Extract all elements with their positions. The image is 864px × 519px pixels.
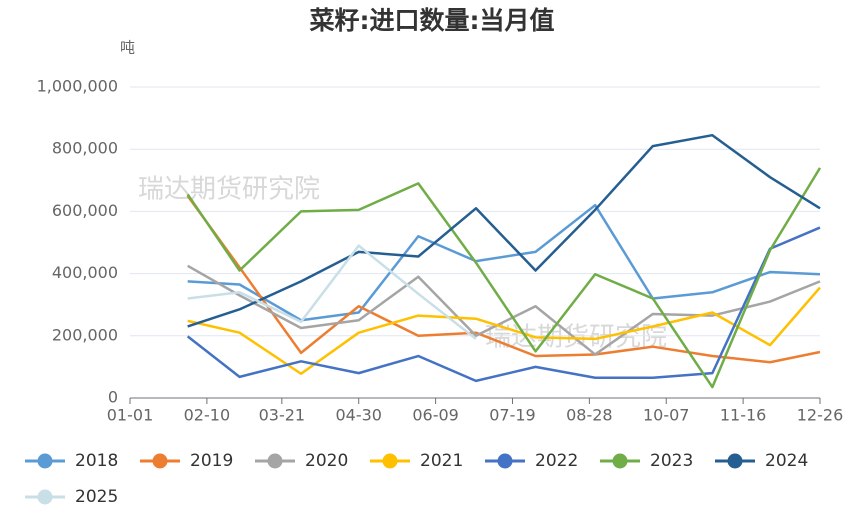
legend-marker bbox=[497, 453, 513, 469]
y-tick-label: 600,000 bbox=[52, 201, 118, 220]
x-tick-label: 01-01 bbox=[107, 406, 154, 425]
x-tick-label: 06-09 bbox=[412, 406, 459, 425]
x-tick-label: 12-26 bbox=[797, 406, 844, 425]
series-line bbox=[186, 195, 821, 364]
y-tick-label: 800,000 bbox=[52, 139, 118, 158]
legend-marker bbox=[37, 489, 53, 505]
legend-label: 2025 bbox=[75, 487, 118, 507]
y-tick-label: 400,000 bbox=[52, 263, 118, 282]
legend-label: 2024 bbox=[765, 451, 808, 471]
x-tick-label: 11-16 bbox=[720, 406, 767, 425]
legend-marker bbox=[37, 453, 53, 469]
series-line bbox=[187, 264, 821, 356]
series-line bbox=[187, 286, 821, 375]
y-unit: 吨 bbox=[120, 39, 135, 57]
x-tick-label: 08-28 bbox=[566, 406, 613, 425]
legend-marker bbox=[727, 453, 743, 469]
legend-label: 2018 bbox=[75, 451, 118, 471]
legend-marker bbox=[382, 453, 398, 469]
y-tick-label: 0 bbox=[108, 388, 118, 407]
legend-label: 2021 bbox=[420, 451, 463, 471]
chart-title: 菜籽:进口数量:当月值 bbox=[309, 6, 555, 35]
x-tick-label: 04-30 bbox=[335, 406, 382, 425]
legend-marker bbox=[152, 453, 168, 469]
y-tick-label: 200,000 bbox=[52, 325, 118, 344]
series-line bbox=[186, 167, 822, 389]
series-line bbox=[187, 244, 477, 340]
legend-label: 2020 bbox=[305, 451, 348, 471]
y-tick-label: 1,000,000 bbox=[37, 77, 118, 96]
x-tick-label: 02-10 bbox=[184, 406, 231, 425]
legend-marker bbox=[267, 453, 283, 469]
legend-label: 2019 bbox=[190, 451, 233, 471]
legend-label: 2023 bbox=[650, 451, 693, 471]
legend-label: 2022 bbox=[535, 451, 578, 471]
x-tick-label: 03-21 bbox=[259, 406, 306, 425]
series-line bbox=[187, 133, 821, 328]
x-tick-label: 07-19 bbox=[489, 406, 536, 425]
series-line bbox=[186, 226, 821, 383]
x-tick-label: 10-07 bbox=[643, 406, 690, 425]
watermark: 瑞达期货研究院 bbox=[138, 175, 320, 205]
series-line bbox=[187, 203, 821, 322]
legend-marker bbox=[612, 453, 628, 469]
